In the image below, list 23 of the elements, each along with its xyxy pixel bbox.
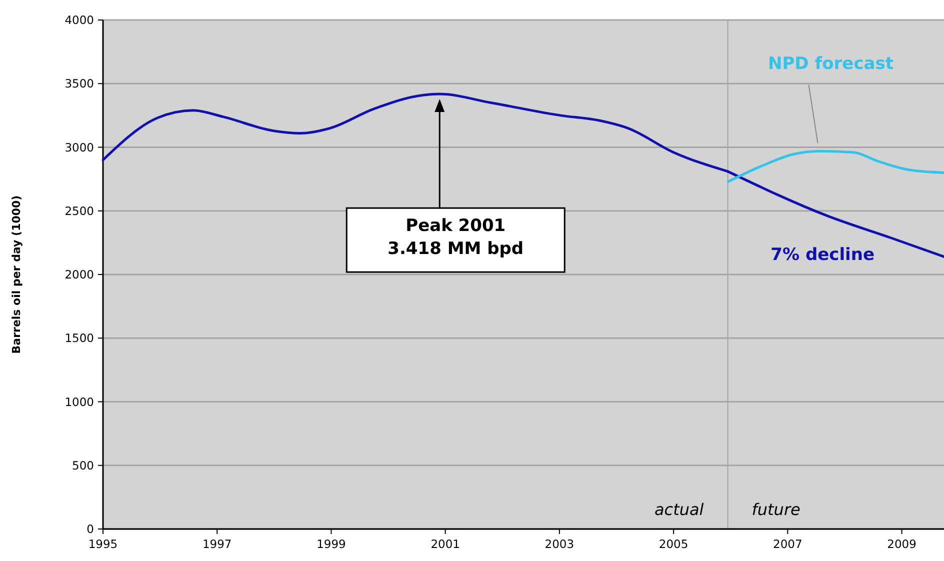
x-tick-label: 1999 xyxy=(316,537,346,551)
y-tick-label: 3000 xyxy=(64,140,94,154)
y-tick-label: 2500 xyxy=(64,204,94,218)
x-tick-label: 1997 xyxy=(202,537,232,551)
x-tick-label: 2003 xyxy=(544,537,574,551)
x-tick-label: 2009 xyxy=(887,537,916,551)
x-tick-label: 2007 xyxy=(773,537,802,551)
text: NPD forecast xyxy=(768,54,894,74)
annotation: Peak 2001 3.418 MM bpd xyxy=(388,216,524,260)
annotation: actual xyxy=(654,500,704,519)
y-tick-label: 2000 xyxy=(64,268,94,282)
y-tick-label: 0 xyxy=(86,522,94,536)
y-tick-label: 3500 xyxy=(64,76,94,91)
series-label: 7% decline xyxy=(770,244,875,265)
y-tick-label: 1500 xyxy=(64,331,94,346)
x-tick-label: 2001 xyxy=(430,537,460,551)
y-tick-label: 1000 xyxy=(64,394,94,409)
y-tick-label: 500 xyxy=(72,458,94,472)
y-tick-label: 4000 xyxy=(64,13,94,28)
x-tick-label: 2005 xyxy=(658,537,688,551)
annotation: future xyxy=(752,500,801,519)
y-axis-title: Barrels oil per day (1000) xyxy=(10,195,23,354)
x-tick-label: 1995 xyxy=(88,537,118,551)
